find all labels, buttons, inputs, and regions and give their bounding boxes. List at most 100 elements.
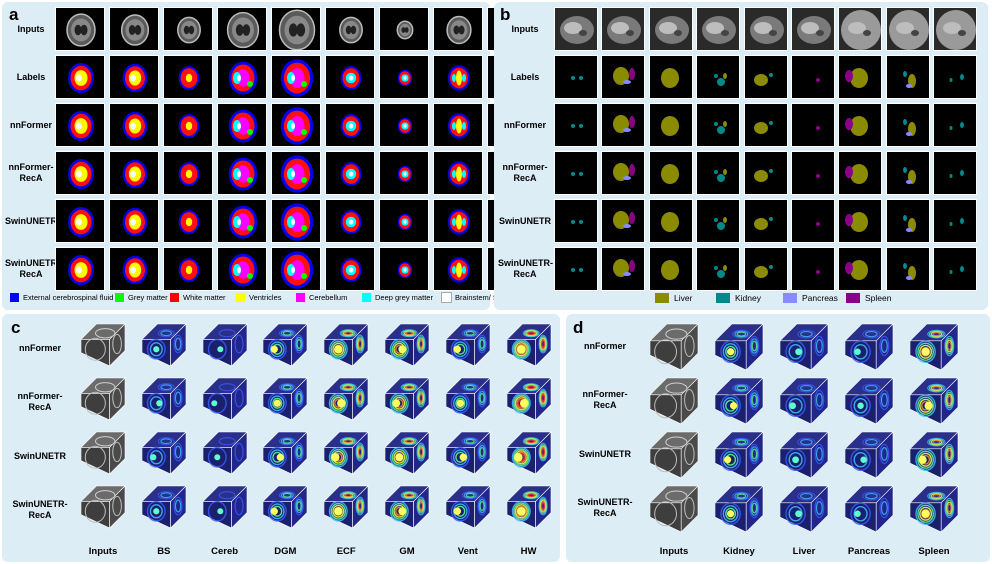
- panel-a-image-tile: [379, 199, 429, 243]
- panel-b-image-tile: [696, 103, 741, 147]
- panel-d-row-label: SwinUNETR- RecA: [577, 497, 633, 518]
- legend-entry: Pancreas: [783, 293, 838, 303]
- panel-b-image-tile: [933, 247, 978, 291]
- panel-a-image-tile: [217, 247, 267, 291]
- panel-d-column-label: Pancreas: [847, 546, 891, 557]
- panel-a-image-tile: [325, 7, 375, 51]
- panel-a-row-label: nnFormer- RecA: [8, 162, 54, 183]
- legend-entry: White matter: [170, 293, 226, 302]
- panel-c-column-label: Inputs: [88, 546, 118, 557]
- panel-a-image-tile: [109, 55, 159, 99]
- panel-b-image-tile: [743, 199, 788, 243]
- panel-a-image-tile: [271, 103, 321, 147]
- panel-d-cube: [715, 431, 764, 479]
- legend-swatch: [362, 293, 371, 302]
- panel-b-image-tile: [838, 7, 883, 51]
- panel-c-cube: [81, 323, 126, 367]
- panel-c-cube: [385, 485, 430, 529]
- panel-b-image-tile: [791, 151, 835, 195]
- panel-b-image-tile: [743, 247, 788, 291]
- panel-b-image-tile: [885, 7, 930, 51]
- panel-d-cube: [650, 485, 699, 533]
- panel-c-cube: [445, 323, 491, 367]
- legend-label: Spleen: [865, 293, 892, 303]
- panel-b-image-tile: [743, 103, 788, 147]
- panel-a-image-tile: [325, 151, 375, 195]
- panel-c-cube: [263, 485, 309, 529]
- panel-c-cube: [263, 377, 309, 421]
- panel-b-image-tile: [696, 151, 741, 195]
- panel-a-row-label: Inputs: [17, 23, 45, 34]
- panel-a-image-tile: [433, 7, 483, 51]
- panel-d-cube: [780, 377, 829, 425]
- panel-b-row-label: nnFormer: [503, 119, 546, 130]
- panel-b-image-tile: [885, 247, 930, 291]
- panel-b-image-tile: [648, 103, 693, 147]
- panel-b-image-tile: [696, 7, 741, 51]
- panel-b-image-tile: [696, 247, 741, 291]
- panel-d-cube: [845, 485, 894, 533]
- panel-b-image-tile: [838, 55, 883, 99]
- panel-c-cube: [506, 323, 552, 367]
- panel-c-cube: [385, 323, 430, 367]
- panel-a-image-tile: [379, 103, 429, 147]
- panel-a-image-tile: [433, 55, 483, 99]
- panel-b-image-tile: [554, 247, 598, 291]
- panel-a-image-tile: [379, 7, 429, 51]
- panel-b-image-tile: [791, 199, 835, 243]
- panel-d-column-label: Spleen: [918, 546, 950, 557]
- panel-c-cube: [81, 485, 126, 529]
- panel-d-row-label: nnFormer: [583, 340, 626, 351]
- panel-a-image-tile: [109, 151, 159, 195]
- panel-a-image-tile: [109, 247, 159, 291]
- panel-a-image-tile: [163, 247, 213, 291]
- panel-a-image-tile: [217, 199, 267, 243]
- panel-b-image-tile: [885, 103, 930, 147]
- panel-b-image-tile: [885, 151, 930, 195]
- panel-a-image-tile: [163, 55, 213, 99]
- panel-a-image-tile: [163, 103, 213, 147]
- panel-b-image-tile: [838, 151, 883, 195]
- legend-label: Kidney: [735, 293, 761, 303]
- panel-b-image-tile: [838, 247, 883, 291]
- panel-a-image-tile: [217, 151, 267, 195]
- panel-b-image-tile: [554, 199, 598, 243]
- panel-c-cube: [445, 485, 491, 529]
- panel-c-column-label: ECF: [336, 546, 356, 557]
- panel-a-image-tile: [433, 199, 483, 243]
- panel-b-row-label: SwinUNETR- RecA: [498, 258, 553, 279]
- panel-c-letter: c: [11, 318, 21, 337]
- legend-entry: Deep grey matter: [362, 293, 433, 302]
- panel-a-image-tile: [109, 7, 159, 51]
- panel-a-image-tile: [379, 55, 429, 99]
- panel-a-image-tile: [433, 103, 483, 147]
- panel-c-column-label: Vent: [457, 546, 478, 557]
- panel-c-column-label: GM: [399, 546, 415, 557]
- panel-a-image-tile: [325, 199, 375, 243]
- panel-c-cube: [81, 377, 126, 421]
- panel-a-image-tile: [55, 151, 105, 195]
- panel-a-image-tile: [109, 199, 159, 243]
- panel-a-image-tile: [271, 7, 321, 51]
- panel-d-column-label: Kidney: [723, 546, 755, 557]
- panel-a-image-tile: [433, 151, 483, 195]
- panel-c-column-label: DGM: [274, 546, 297, 557]
- panel-a-image-tile: [271, 247, 321, 291]
- panel-c-row-label: nnFormer- RecA: [17, 391, 63, 412]
- panel-b-row-label: Labels: [510, 71, 540, 82]
- legend-swatch: [236, 293, 245, 302]
- panel-b-image-tile: [554, 7, 598, 51]
- legend-entry: Kidney: [716, 293, 761, 303]
- panel-d-cube: [650, 377, 699, 425]
- panel-d-cube: [910, 431, 959, 479]
- panel-a-row-label: nnFormer: [9, 119, 52, 130]
- panel-c-cube: [506, 377, 552, 421]
- panel-c-cube: [385, 377, 430, 421]
- panel-b-image-tile: [885, 55, 930, 99]
- panel-d-cube: [715, 485, 764, 533]
- panel-b-image-tile: [554, 151, 598, 195]
- panel-b-image-tile: [648, 199, 693, 243]
- panel-b-image-tile: [601, 151, 646, 195]
- panel-b-image-tile: [933, 55, 978, 99]
- panel-a-image-tile: [271, 199, 321, 243]
